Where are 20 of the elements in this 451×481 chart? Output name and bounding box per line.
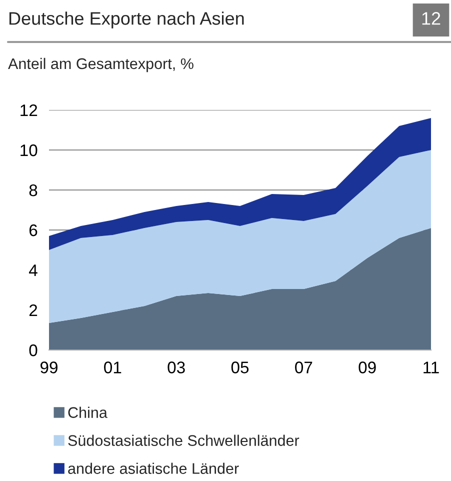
x-tick-label: 11 bbox=[424, 362, 439, 374]
legend-label: China bbox=[68, 406, 108, 418]
y-tick-label: 4 bbox=[29, 264, 38, 276]
chart-title: Deutsche Exporte nach Asien bbox=[9, 12, 244, 28]
chart-subtitle: Anteil am Gesamtexport, % bbox=[8, 58, 194, 72]
y-tick-label: 8 bbox=[29, 184, 38, 196]
x-tick-label: 03 bbox=[168, 362, 185, 374]
y-tick-label: 0 bbox=[29, 344, 38, 356]
x-tick-label: 09 bbox=[358, 362, 376, 374]
x-tick-label: 01 bbox=[104, 362, 122, 374]
y-tick-label: 10 bbox=[20, 144, 38, 156]
text: 12 bbox=[422, 12, 440, 25]
x-tick-label: 07 bbox=[295, 362, 312, 374]
y-tick-label: 6 bbox=[29, 224, 38, 236]
y-tick-label: 12 bbox=[20, 104, 38, 116]
y-tick-label: 2 bbox=[29, 304, 38, 316]
x-tick-label: 99 bbox=[40, 362, 58, 374]
legend-label: Südostasiatische Schwellenländer bbox=[68, 434, 300, 446]
legend-label: andere asiatische Länder bbox=[68, 462, 239, 474]
x-tick-label: 05 bbox=[231, 362, 249, 374]
